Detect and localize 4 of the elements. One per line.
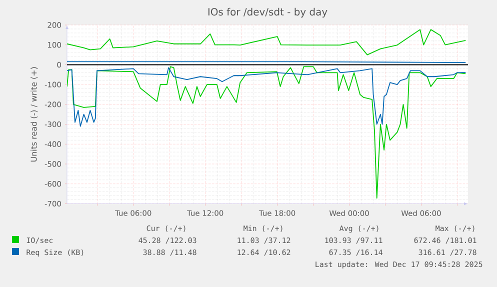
line-series bbox=[67, 29, 466, 56]
chart-title: IOs for /dev/sdt - by day bbox=[208, 8, 328, 18]
line-series bbox=[67, 67, 466, 127]
line-series bbox=[67, 66, 466, 199]
